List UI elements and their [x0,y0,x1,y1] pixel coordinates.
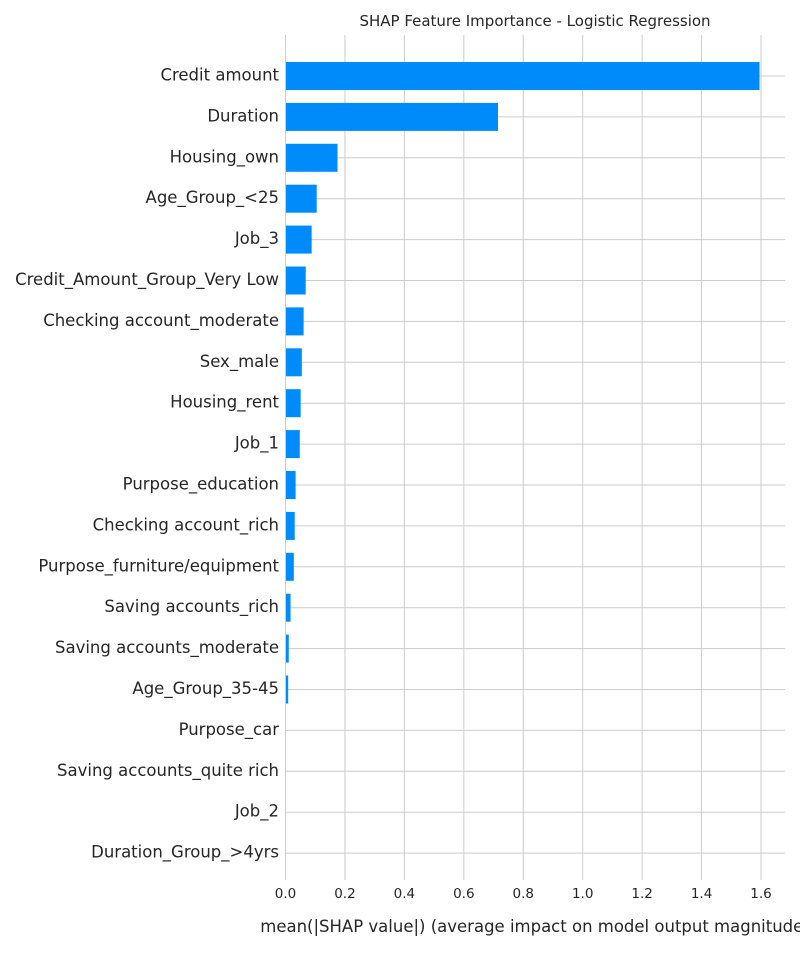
bar [285,307,304,336]
bar [285,430,300,459]
x-tick-label: 1.2 [631,886,652,902]
category-label: Checking account_rich [93,515,279,535]
category-label: Saving accounts_moderate [55,638,279,658]
bar [285,593,291,622]
bar [285,102,498,131]
bar [285,511,295,540]
x-tick-label: 0.2 [334,886,355,902]
category-label: Purpose_education [123,475,279,495]
bar [285,266,306,295]
x-tick-labels: 0.0 0.2 0.4 0.6 0.8 1.0 1.2 1.4 1.6 [275,886,772,902]
category-label: Checking account_moderate [43,311,279,331]
bar [285,62,760,90]
category-label: Sex_male [200,352,279,372]
category-label: Duration [207,106,279,125]
category-label: Housing_rent [170,393,279,413]
grid [285,35,785,880]
category-label: Duration_Group_>4yrs [91,843,279,863]
category-label: Job_1 [234,434,279,454]
bar [285,552,294,581]
bar [285,143,338,172]
bar [285,471,296,499]
chart-title: SHAP Feature Importance - Logistic Regre… [359,12,710,30]
bar [285,634,289,663]
category-label: Age_Group_35-45 [132,679,279,699]
category-label: Saving accounts_quite rich [57,761,279,781]
x-tick-label: 0.4 [394,886,415,902]
category-label: Age_Group_<25 [146,188,279,208]
bars [285,62,760,704]
category-labels: Credit amount Duration Housing_own Age_Grou… [15,66,279,863]
x-tick-label: 1.4 [691,886,712,902]
bar [285,184,317,213]
category-label: Job_3 [234,229,279,249]
category-label: Saving accounts_rich [104,597,279,617]
x-tick-label: 0.0 [275,886,296,902]
category-label: Credit amount [160,66,279,85]
x-tick-label: 1.6 [750,886,771,902]
bar [285,225,312,254]
x-tick-label: 0.6 [453,886,474,902]
bar [285,389,301,418]
x-axis-label: mean(|SHAP value|) (average impact on mo… [260,917,800,936]
bar [285,675,289,704]
category-label: Housing_own [170,147,279,167]
category-label: Job_2 [234,802,279,822]
category-label: Credit_Amount_Group_Very Low [15,270,279,290]
bar [285,348,302,377]
x-tick-label: 1.0 [572,886,593,902]
category-label: Purpose_car [179,720,280,740]
category-label: Purpose_furniture/equipment [38,556,279,576]
x-tick-label: 0.8 [513,886,534,902]
